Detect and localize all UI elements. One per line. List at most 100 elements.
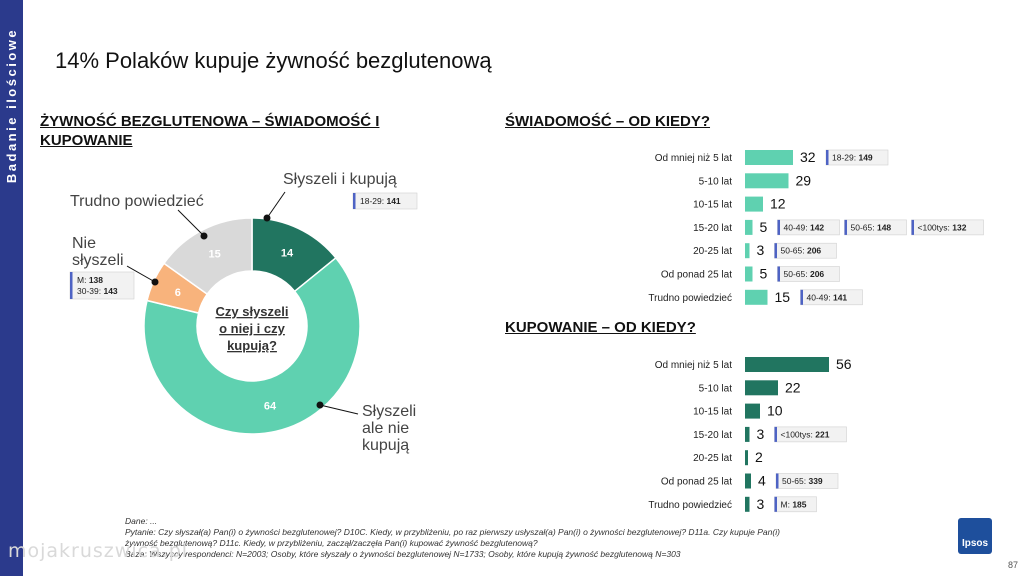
purchase-category-label-4: 20-25 lat: [693, 453, 732, 464]
awareness-callout-6-0: 40-49: 141: [800, 289, 863, 306]
footer-line-question-cont: żywność bezglutenową? D11c. Kiedy, w prz…: [125, 538, 538, 548]
awareness-callout-3-2-accent: [911, 219, 914, 235]
purchase-value-label-6: 3: [757, 496, 765, 512]
footer-line-data: Dane: ...: [125, 516, 158, 526]
purchase-value-label-5: 4: [758, 473, 766, 489]
logo-text: Ipsos: [961, 538, 989, 549]
donut-callout-text-2-0: M: 138: [77, 275, 103, 285]
purchase-value-label-4: 2: [755, 449, 763, 465]
donut-leader-line-3: [177, 209, 205, 237]
awareness-callout-3-2: <100tys: 132: [911, 219, 984, 236]
purchase-callout-3-0: <100tys: 221: [774, 426, 847, 443]
footer-line-question: Pytanie: Czy słyszał(a) Pan(i) o żywnośc…: [125, 527, 780, 537]
awareness-category-label-6: Trudno powiedzieć: [648, 293, 732, 304]
donut-leader-line-0: [266, 191, 286, 219]
donut-category-label-1-0: Słyszeli: [362, 403, 416, 420]
awareness-callout-0-0: 18-29: 149: [825, 149, 889, 166]
awareness-callout-5-0-accent: [777, 266, 780, 282]
ipsos-logo: Ipsos: [958, 518, 992, 554]
awareness-callout-3-1: 50-65: 148: [844, 219, 907, 236]
donut-leader-line-1: [319, 404, 359, 415]
purchase-callout-5-0-text: 50-65: 339: [782, 476, 823, 486]
purchase-value-label-1: 22: [785, 379, 801, 395]
awareness-value-label-0: 32: [800, 149, 816, 165]
awareness-callout-3-2-text: <100tys: 132: [918, 222, 967, 232]
awareness-category-label-4: 20-25 lat: [693, 246, 732, 257]
purchase-category-label-2: 10-15 lat: [693, 407, 732, 418]
donut-leader-dot-3: [200, 232, 208, 240]
purchase-callout-6-0-text: M: 185: [781, 499, 807, 509]
purchase-category-label-3: 15-20 lat: [693, 430, 732, 441]
purchase-callout-6-0: M: 185: [774, 496, 817, 513]
awareness-bar-1: [745, 173, 789, 189]
awareness-callout-0-0-accent: [826, 150, 829, 165]
awareness-bar-6: [745, 289, 768, 305]
purchase-callout-3-0-text: <100tys: 221: [781, 429, 830, 439]
purchase-category-label-5: Od ponad 25 lat: [661, 477, 732, 488]
awareness-callout-3-0-text: 40-49: 142: [784, 222, 825, 232]
donut-center-label-2: kupują?: [227, 338, 277, 353]
awareness-callout-3-1-accent: [844, 219, 847, 235]
donut-value-label-0: 14: [281, 247, 294, 259]
purchase-bar-6: [745, 496, 750, 512]
awareness-category-label-2: 10-15 lat: [693, 200, 732, 211]
donut-callout-accent-2: [70, 272, 73, 299]
awareness-category-label-1: 5-10 lat: [699, 176, 733, 187]
purchase-bar-0: [745, 357, 829, 372]
donut-category-label-2-0: Nie: [72, 235, 96, 252]
donut-category-label-3-0: Trudno powiedzieć: [70, 193, 204, 210]
purchase-callout-6-0-accent: [774, 496, 777, 512]
awareness-callout-6-0-accent: [800, 289, 803, 305]
donut-leader-dot-0: [263, 214, 271, 222]
donut-leader-line-2: [126, 265, 156, 283]
donut-callout-0: 18-29: 141: [352, 192, 418, 210]
awareness-value-label-3: 5: [760, 219, 768, 235]
awareness-callout-4-0: 50-65: 206: [774, 242, 837, 259]
footer-line-base: Baza: Wszyscy respondenci: N=2003; Osoby…: [125, 549, 681, 559]
awareness-callout-0-0-text: 18-29: 149: [832, 153, 873, 163]
purchase-category-label-0: Od mniej niż 5 lat: [655, 360, 732, 371]
awareness-chart-title: ŚWIADOMOŚĆ – OD KIEDY?: [505, 113, 711, 130]
donut-leader-dot-1: [316, 401, 324, 409]
purchase-callout-5-0: 50-65: 339: [775, 473, 839, 489]
donut-slice-1: [143, 256, 361, 435]
page-title: 14% Polaków kupuje żywność bezglutenową: [55, 48, 492, 73]
awareness-bar-5: [745, 266, 753, 282]
awareness-callout-3-0: 40-49: 142: [777, 219, 840, 236]
awareness-value-label-4: 3: [757, 242, 765, 258]
donut-center-label-0: Czy słyszeli: [216, 304, 289, 319]
awareness-callout-3-1-text: 50-65: 148: [851, 222, 892, 232]
purchase-category-label-6: Trudno powiedzieć: [648, 500, 732, 511]
donut-value-label-2: 6: [175, 287, 181, 299]
purchase-value-label-2: 10: [767, 403, 783, 419]
donut-center-label-1: o niej i czy: [219, 321, 286, 336]
purchase-callout-5-0-accent: [776, 473, 779, 489]
watermark-text: mojakruszwica.pl: [8, 540, 189, 562]
awareness-value-label-2: 12: [770, 196, 786, 212]
purchase-bar-3: [745, 426, 750, 442]
awareness-value-label-5: 5: [760, 266, 768, 282]
sidebar-strip: [0, 0, 23, 576]
purchase-category-label-1: 5-10 lat: [699, 383, 733, 394]
donut-category-label-2-1: słyszeli: [72, 252, 124, 269]
donut-category-label-1-2: kupują: [362, 437, 409, 454]
donut-callout-accent-0: [353, 193, 356, 209]
donut-leader-dot-2: [151, 278, 159, 286]
awareness-callout-5-0: 50-65: 206: [777, 266, 840, 282]
footer-notes: Dane: ... Pytanie: Czy słyszał(a) Pan(i)…: [125, 516, 935, 560]
awareness-callout-4-0-accent: [774, 243, 777, 259]
awareness-value-label-1: 29: [796, 172, 812, 188]
donut-callout-text-2-1: 30-39: 143: [77, 286, 118, 296]
purchase-bar-2: [745, 403, 760, 419]
awareness-callout-4-0-text: 50-65: 206: [781, 246, 822, 256]
awareness-bar-2: [745, 196, 763, 212]
awareness-bar-4: [745, 243, 750, 259]
awareness-category-label-0: Od mniej niż 5 lat: [655, 153, 732, 164]
purchase-value-label-3: 3: [757, 426, 765, 442]
donut-callout-text-0-0: 18-29: 141: [360, 196, 401, 206]
awareness-callout-3-0-accent: [777, 219, 780, 235]
donut-category-label-0-0: Słyszeli i kupują: [283, 171, 397, 188]
awareness-category-label-5: Od ponad 25 lat: [661, 270, 732, 281]
